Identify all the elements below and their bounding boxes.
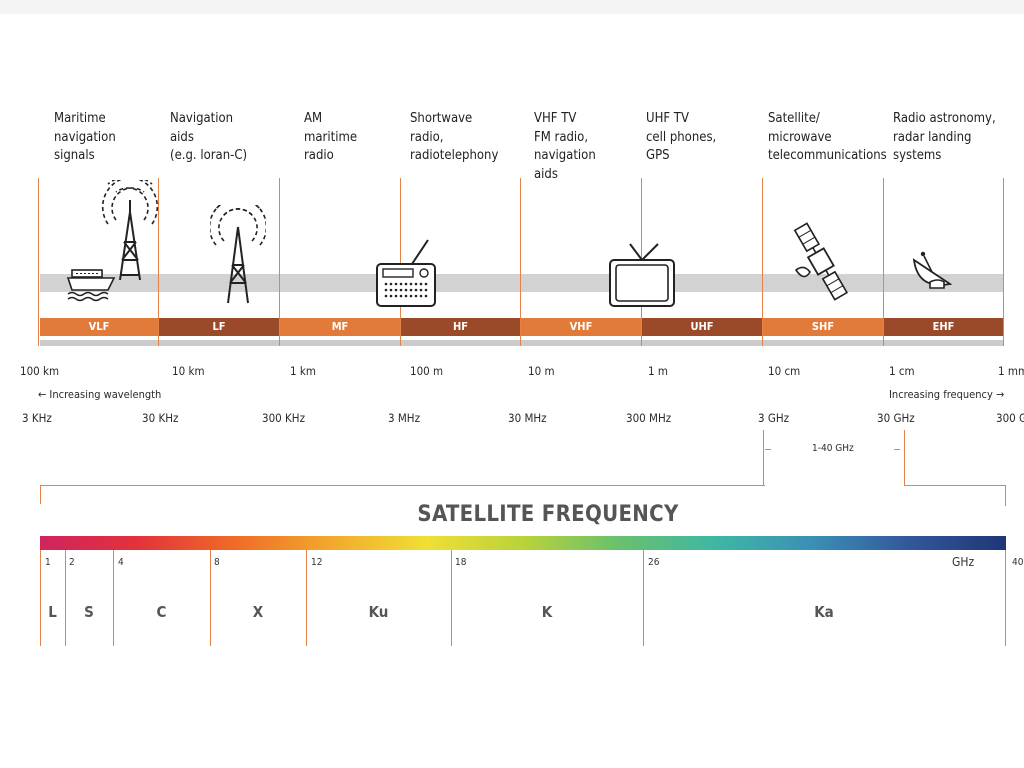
band-mf: MF bbox=[280, 318, 400, 336]
ghz-tick-label: 40 bbox=[1012, 557, 1024, 568]
satellite-range-label: 1-40 GHz bbox=[812, 443, 854, 454]
frequency-label: 300 KHz bbox=[262, 411, 306, 425]
wavelength-label: 10 m bbox=[528, 364, 555, 378]
frequency-label: 300 MHz bbox=[626, 411, 672, 425]
ship-icon bbox=[66, 269, 116, 302]
satellite-band-x: X bbox=[252, 603, 264, 621]
range-marker-left bbox=[765, 449, 771, 450]
ghz-tick-label: 18 bbox=[455, 557, 467, 568]
gray-thin-band bbox=[40, 340, 1004, 346]
wavelength-label: 1 m bbox=[648, 364, 668, 378]
use-label-lf: Navigation aids (e.g. loran-C) bbox=[170, 111, 248, 163]
satellite-icon bbox=[793, 222, 849, 301]
divider-line bbox=[1003, 178, 1004, 346]
frequency-label: 3 GHz bbox=[758, 411, 790, 425]
wavelength-label: 100 m bbox=[410, 364, 444, 378]
divider-line bbox=[883, 178, 884, 346]
divider-line bbox=[38, 178, 39, 346]
band-hf: HF bbox=[401, 318, 520, 336]
gray-band bbox=[40, 274, 1004, 292]
satellite-band-s: S bbox=[84, 603, 94, 621]
band-ehf: EHF bbox=[884, 318, 1003, 336]
ghz-tick-label: 4 bbox=[118, 557, 124, 568]
bracket-right bbox=[904, 485, 1006, 506]
wavelength-label: 10 cm bbox=[768, 364, 801, 378]
ghz-tick-label: 26 bbox=[648, 557, 660, 568]
satellite-band-l: L bbox=[48, 603, 57, 621]
frequency-label: 30 KHz bbox=[142, 411, 179, 425]
band-tick bbox=[65, 550, 66, 646]
frequency-label: 30 MHz bbox=[508, 411, 547, 425]
band-vhf: VHF bbox=[521, 318, 641, 336]
ghz-tick-label: 8 bbox=[214, 557, 220, 568]
frequency-label: 300 GHz bbox=[996, 411, 1024, 425]
ghz-tick-label: 2 bbox=[69, 557, 75, 568]
bracket-left bbox=[40, 485, 765, 504]
band-shf: SHF bbox=[763, 318, 883, 336]
band-tick bbox=[40, 550, 41, 646]
band-tick bbox=[306, 550, 307, 646]
ghz-tick-label: 1 bbox=[45, 557, 51, 568]
top-strip bbox=[0, 0, 1024, 14]
frequency-spectrum-bar bbox=[40, 536, 1006, 550]
frequency-label: 3 MHz bbox=[388, 411, 421, 425]
frequency-label: 30 GHz bbox=[877, 411, 915, 425]
increasing-wavelength-label: ← Increasing wavelength bbox=[38, 388, 162, 401]
band-lf: LF bbox=[159, 318, 279, 336]
band-tick bbox=[210, 550, 211, 646]
wavelength-label: 10 km bbox=[172, 364, 205, 378]
divider-line bbox=[158, 178, 159, 346]
range-marker-right bbox=[894, 449, 900, 450]
satellite-band-ku: Ku bbox=[368, 603, 389, 621]
radio-tower-icon bbox=[101, 180, 159, 281]
divider-line bbox=[762, 178, 763, 346]
ghz-unit-label: GHz bbox=[952, 555, 975, 569]
divider-line bbox=[520, 178, 521, 346]
use-label-uhf: UHF TV cell phones, GPS bbox=[646, 111, 717, 163]
use-label-ehf: Radio astronomy, radar landing systems bbox=[893, 111, 996, 163]
satellite-band-k: K bbox=[541, 603, 553, 621]
band-uhf: UHF bbox=[642, 318, 762, 336]
radio-tower-icon bbox=[210, 205, 266, 304]
wavelength-label: 1 cm bbox=[889, 364, 915, 378]
bracket-connector-left bbox=[763, 430, 764, 486]
wavelength-label: 1 km bbox=[290, 364, 316, 378]
band-vlf: VLF bbox=[40, 318, 158, 336]
satellite-band-c: C bbox=[156, 603, 167, 621]
wavelength-label: 100 km bbox=[20, 364, 60, 378]
satellite-dish-icon bbox=[912, 251, 953, 289]
use-label-vhf: VHF TV FM radio, navigation aids bbox=[534, 111, 596, 182]
satellite-frequency-title: SATELLITE FREQUENCY bbox=[417, 502, 679, 527]
bracket-connector-right bbox=[904, 430, 905, 486]
divider-line bbox=[400, 178, 401, 346]
radio-receiver-icon bbox=[376, 239, 436, 307]
divider-line bbox=[279, 178, 280, 346]
use-label-mf: AM maritime radio bbox=[304, 111, 358, 163]
ghz-tick-label: 12 bbox=[311, 557, 323, 568]
use-label-shf: Satellite/ microwave telecommunications bbox=[768, 111, 887, 163]
band-tick bbox=[451, 550, 452, 646]
band-tick bbox=[113, 550, 114, 646]
use-label-vlf: Maritime navigation signals bbox=[54, 111, 116, 163]
wavelength-label: 1 mm bbox=[998, 364, 1024, 378]
use-label-hf: Shortwave radio, radiotelephony bbox=[410, 111, 499, 163]
frequency-label: 3 KHz bbox=[22, 411, 52, 425]
television-icon bbox=[609, 243, 675, 307]
band-tick bbox=[1005, 550, 1006, 646]
increasing-frequency-label: Increasing frequency → bbox=[889, 388, 1005, 401]
satellite-band-ka: Ka bbox=[814, 603, 834, 621]
band-tick bbox=[643, 550, 644, 646]
